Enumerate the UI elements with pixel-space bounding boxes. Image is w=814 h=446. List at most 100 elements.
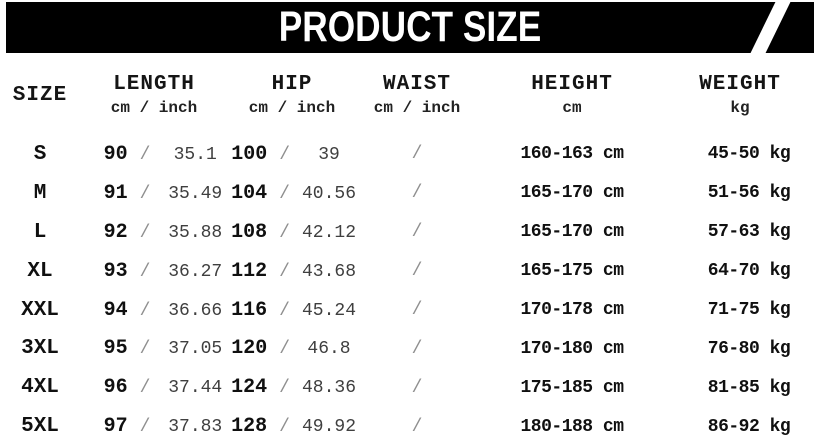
length-cm-value: 93 xyxy=(103,259,128,283)
hip-cell: 104 / 40.56 xyxy=(228,182,356,205)
table-row: S 90 / 35.1 100 / 39 / 160-163 cm 45-50 kg xyxy=(0,135,814,174)
hip-cm-value: 116 xyxy=(231,298,268,322)
length-inch-value: 36.66 xyxy=(168,300,223,321)
weight-value: 76-80 kg xyxy=(707,338,791,359)
weight-cell: 81-85 kg xyxy=(666,378,814,398)
hip-cell: 124 / 48.36 xyxy=(228,376,356,399)
weight-cell: 86-92 kg xyxy=(666,417,814,437)
hip-inch-value: 45.24 xyxy=(301,300,356,321)
separator-slash: / xyxy=(139,183,151,204)
length-cm-value: 92 xyxy=(103,220,128,244)
height-value: 175-185 cm xyxy=(520,377,624,398)
col-header-size: SIZE xyxy=(0,55,80,135)
waist-cell: / xyxy=(356,300,478,320)
waist-cell: / xyxy=(356,339,478,359)
separator-slash: / xyxy=(279,222,290,243)
weight-cell: 51-56 kg xyxy=(666,183,814,203)
length-cell: 97 / 37.83 xyxy=(80,415,228,438)
size-value: 3XL xyxy=(21,337,59,361)
waist-value: / xyxy=(411,416,423,437)
col-label-weight: WEIGHT xyxy=(699,73,781,96)
size-cell: 3XL xyxy=(0,337,80,360)
col-label-height: HEIGHT xyxy=(531,73,613,96)
length-inch-value: 35.88 xyxy=(168,222,223,243)
length-cell: 92 / 35.88 xyxy=(80,221,228,244)
weight-value: 86-92 kg xyxy=(707,416,791,437)
height-value: 180-188 cm xyxy=(520,416,624,437)
length-cm-value: 90 xyxy=(103,142,128,166)
table-row: L 92 / 35.88 108 / 42.12 / 165-170 cm 57-63 … xyxy=(0,213,814,252)
size-cell: M xyxy=(0,182,80,205)
hip-inch-value: 42.12 xyxy=(301,222,356,243)
hip-cell: 100 / 39 xyxy=(228,143,356,166)
hip-inch-value: 48.36 xyxy=(301,378,356,399)
table-row: 4XL 96 / 37.44 124 / 48.36 / 175-185 cm 81-8… xyxy=(0,368,814,407)
hip-cm-value: 104 xyxy=(231,181,268,205)
size-value: XL xyxy=(27,259,53,283)
waist-value: / xyxy=(411,222,423,243)
height-cell: 175-185 cm xyxy=(478,378,666,398)
height-value: 165-170 cm xyxy=(520,183,624,204)
size-value: 5XL xyxy=(21,415,59,439)
weight-value: 71-75 kg xyxy=(707,300,791,320)
length-inch-value: 36.27 xyxy=(168,261,223,282)
height-value: 165-170 cm xyxy=(520,222,624,243)
length-cell: 90 / 35.1 xyxy=(80,143,228,166)
separator-slash: / xyxy=(279,183,290,204)
size-value: 4XL xyxy=(21,376,59,400)
weight-cell: 45-50 kg xyxy=(666,144,814,164)
table-row: XXL 94 / 36.66 116 / 45.24 / 170-178 cm 71-7… xyxy=(0,291,814,330)
waist-cell: / xyxy=(356,183,478,203)
separator-slash: / xyxy=(279,144,291,165)
separator-slash: / xyxy=(139,339,151,360)
hip-cm-value: 120 xyxy=(231,337,268,361)
table-row: 3XL 95 / 37.05 120 / 46.8 / 170-180 cm 76-80… xyxy=(0,329,814,368)
col-label-hip: HIP xyxy=(271,73,313,96)
length-inch-value: 37.05 xyxy=(168,339,223,360)
col-unit-length: cm / inch xyxy=(110,99,198,117)
table-row: M 91 / 35.49 104 / 40.56 / 165-170 cm 51-56 … xyxy=(0,174,814,213)
weight-cell: 57-63 kg xyxy=(666,222,814,242)
weight-cell: 64-70 kg xyxy=(666,261,814,281)
col-unit-height: cm xyxy=(562,99,582,117)
length-inch-value: 37.83 xyxy=(168,417,223,438)
weight-value: 51-56 kg xyxy=(707,183,791,204)
length-inch-value: 35.49 xyxy=(168,183,223,204)
weight-value: 45-50 kg xyxy=(707,144,791,165)
separator-slash: / xyxy=(139,144,151,165)
waist-value: / xyxy=(411,300,423,320)
title-banner: PRODUCT SIZE xyxy=(6,2,814,53)
col-unit-waist: cm / inch xyxy=(373,99,461,117)
col-label-waist: WAIST xyxy=(382,73,451,96)
height-value: 160-163 cm xyxy=(520,144,624,165)
height-cell: 165-170 cm xyxy=(478,183,666,203)
weight-cell: 71-75 kg xyxy=(666,300,814,320)
col-label-size: SIZE xyxy=(12,83,68,107)
separator-slash: / xyxy=(139,378,151,399)
length-cell: 95 / 37.05 xyxy=(80,337,228,360)
hip-inch-value: 39 xyxy=(318,144,340,165)
waist-value: / xyxy=(411,144,423,165)
separator-slash: / xyxy=(139,417,151,438)
height-cell: 170-178 cm xyxy=(478,300,666,320)
size-cell: S xyxy=(0,143,80,166)
separator-slash: / xyxy=(139,300,151,321)
hip-inch-value: 49.92 xyxy=(301,417,356,438)
hip-cm-value: 112 xyxy=(231,259,268,283)
height-cell: 160-163 cm xyxy=(478,144,666,164)
height-value: 165-175 cm xyxy=(520,261,624,282)
hip-cm-value: 128 xyxy=(231,415,268,439)
waist-cell: / xyxy=(356,261,478,281)
length-inch-value: 35.1 xyxy=(173,144,217,165)
weight-cell: 76-80 kg xyxy=(666,339,814,359)
table-body: S 90 / 35.1 100 / 39 / 160-163 cm 45-50 kg M… xyxy=(0,135,814,446)
separator-slash: / xyxy=(279,378,290,399)
col-header-height: HEIGHT cm xyxy=(478,55,666,135)
size-value: L xyxy=(33,220,47,244)
waist-cell: / xyxy=(356,378,478,398)
size-cell: 5XL xyxy=(0,415,80,438)
height-value: 170-178 cm xyxy=(520,300,624,320)
table-row: XL 93 / 36.27 112 / 43.68 / 165-175 cm 64-70… xyxy=(0,252,814,291)
col-unit-hip: cm / inch xyxy=(248,99,336,117)
